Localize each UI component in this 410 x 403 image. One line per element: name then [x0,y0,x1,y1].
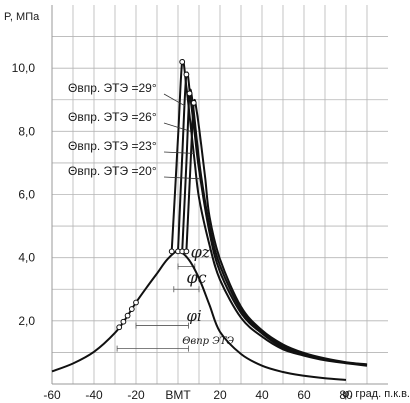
x-tick-label: 20 [213,388,227,402]
y-tick-label: 10,0 [12,61,36,75]
peak-pressure-marker [179,58,186,65]
injection-marker [120,318,127,325]
x-tick-label: -40 [85,388,103,402]
x-tick-label: ВМТ [165,388,191,402]
series-lines [51,59,368,381]
y-tick-label: 8,0 [18,124,35,138]
x-tick-label: -20 [127,388,145,402]
phase-label: φi [186,307,202,325]
pressure-curve [181,88,368,366]
y-tick-label: 2,0 [18,314,35,328]
legend-leader-line [163,151,195,154]
legend-leader-line [163,93,186,107]
peak-pressure-marker [190,100,197,106]
y-tick-label: 4,0 [18,251,35,265]
legend-entry: Θвпр. ЭТЭ =26° [68,110,157,124]
pressure-curve [185,98,368,366]
y-axis-label: P, МПа [4,11,40,23]
x-tick-label: 60 [297,388,311,402]
x-axis-label: φ, град. п.к.в. [342,388,410,400]
injection-marker [124,312,131,319]
legend-entry: Θвпр. ЭТЭ =23° [68,139,157,153]
x-tick-label: 40 [255,388,269,402]
ignition-markers [116,58,197,331]
injection-marker [128,306,135,312]
legend-leaders [163,93,200,180]
peak-pressure-marker [186,90,193,97]
phase-label: φz [191,243,211,262]
grid [52,5,388,384]
y-tick-labels: 2,0 4,0 6,0 8,0 10,0 [12,61,36,328]
injection-marker [133,299,139,306]
combustion-start-marker [168,248,175,255]
x-tick-label: -60 [43,388,61,402]
injection-marker [116,324,123,331]
x-tick-label: 80 [339,388,353,402]
x-tick-labels: -60 -40 -20 ВМТ 20 40 60 80 [43,388,353,402]
plot-frame [51,5,388,385]
y-tick-label: 6,0 [18,188,35,202]
legend-entry: Θвпр. ЭТЭ =20° [68,164,157,178]
legend-entry: Θвпр. ЭТЭ =29° [68,81,157,95]
legend: Θвпр. ЭТЭ =29° Θвпр. ЭТЭ =26° Θвпр. ЭТЭ =2… [68,81,157,178]
legend-leader-line [163,122,191,132]
peak-pressure-marker [183,71,190,78]
combustion-start-marker [183,248,190,255]
phase-label: Θвпр ЭТЭ [182,336,234,347]
legend-leader-line [163,176,200,180]
